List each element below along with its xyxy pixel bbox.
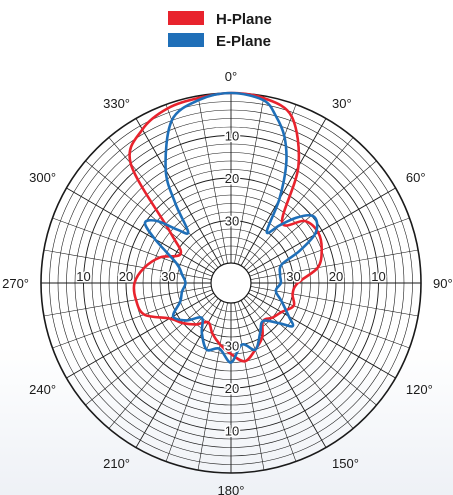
legend: H-Plane E-Plane: [168, 11, 272, 50]
grid-spoke: [108, 137, 219, 268]
ring-label-10-270: 10: [76, 269, 90, 284]
grid-spoke: [165, 104, 225, 265]
grid-spoke: [43, 286, 212, 317]
ring-labels: 10 10 10 10 20 20 20 20 30 30 30 30: [75, 127, 387, 440]
grid-spoke: [243, 298, 354, 429]
grid-spoke: [248, 187, 396, 274]
grid-spoke: [250, 249, 419, 280]
ring-label-20-90: 20: [329, 269, 343, 284]
grid-spoke: [237, 104, 297, 265]
legend-label-e-plane: E-Plane: [216, 33, 271, 50]
ring-label-10-180: 10: [225, 424, 239, 439]
grid-spoke: [135, 300, 222, 448]
center-disc: [210, 262, 252, 304]
ring-label-30-90: 30: [286, 269, 300, 284]
grid-spoke: [52, 217, 213, 277]
angle-label-330: 330°: [103, 96, 130, 111]
angle-label-90: 90°: [433, 276, 453, 291]
grid-spoke: [66, 292, 214, 379]
angle-label-180: 180°: [218, 483, 245, 495]
center-layer: [210, 262, 252, 304]
grid-spoke: [250, 286, 419, 317]
grid-spoke: [135, 118, 222, 266]
ring-label-30-180: 30: [225, 339, 239, 354]
series-line-h-plane: [128, 91, 324, 363]
series-line-e-plane: [143, 91, 319, 364]
grid-spoke: [234, 302, 265, 471]
grid-spoke: [248, 292, 396, 379]
ring-label-20-270: 20: [119, 269, 133, 284]
grid-spoke: [197, 302, 228, 471]
legend-swatch-e-plane: [168, 33, 204, 47]
ring-label-30-0: 30: [225, 214, 239, 229]
grid-spoke: [108, 298, 219, 429]
grid-spoke: [85, 295, 216, 406]
grid-spoke: [165, 301, 225, 462]
grid-spoke: [237, 301, 297, 462]
angle-label-210: 210°: [103, 456, 130, 471]
ring-label-30-270: 30: [161, 269, 175, 284]
ring-label-20-0: 20: [225, 171, 239, 186]
angle-label-120: 120°: [406, 382, 433, 397]
grid-spoke: [197, 95, 228, 264]
grid-spoke: [243, 137, 354, 268]
ring-label-10-90: 10: [371, 269, 385, 284]
grid-spoke: [246, 295, 377, 406]
angle-label-240: 240°: [29, 382, 56, 397]
angle-label-30: 30°: [332, 96, 352, 111]
angle-label-60: 60°: [406, 170, 426, 185]
grid-spoke: [249, 289, 410, 349]
angle-label-150: 150°: [332, 456, 359, 471]
grid-spoke: [52, 289, 213, 349]
series-layer: [128, 91, 324, 364]
ring-label-20-180: 20: [225, 381, 239, 396]
grid-spoke: [85, 160, 216, 271]
angle-label-0: 0°: [225, 69, 237, 84]
ring-label-10-0: 10: [225, 129, 239, 144]
grid-spoke: [240, 118, 327, 266]
grid-spoke: [234, 95, 265, 264]
angle-label-300: 300°: [29, 170, 56, 185]
legend-swatch-h-plane: [168, 11, 204, 25]
legend-label-h-plane: H-Plane: [216, 11, 272, 28]
angle-labels: 0° 30° 60° 90° 120° 150° 180° 210° 240° 270° 300° 3…: [2, 69, 453, 495]
angle-label-270: 270°: [2, 276, 29, 291]
grid-spoke: [249, 217, 410, 277]
grid-spoke: [240, 300, 327, 448]
grid-spoke: [66, 187, 214, 274]
